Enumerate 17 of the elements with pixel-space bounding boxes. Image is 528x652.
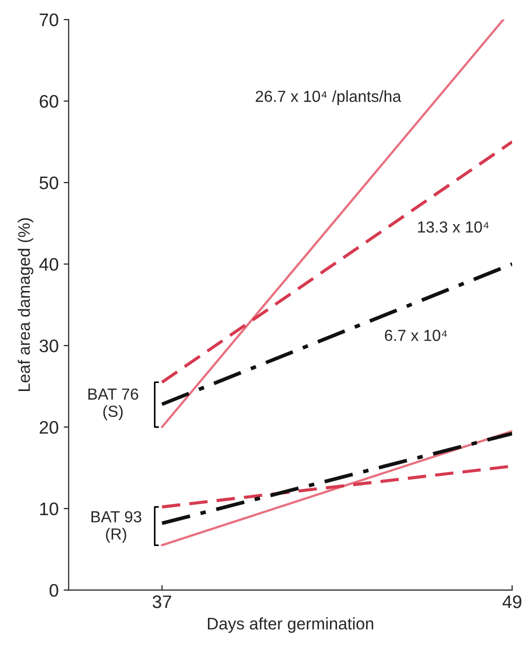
y-tick-label: 10 — [40, 502, 58, 516]
y-tick-label: 40 — [39, 258, 58, 271]
y-tick-label: 20 — [40, 420, 58, 434]
y-tick-label: 60 — [40, 94, 58, 108]
annotation: 6.7 x 10⁴ — [384, 330, 447, 342]
x-axis-title: Days after germination — [208, 617, 374, 633]
annotation: 26.7 x 10⁴ /plants/ha — [256, 90, 402, 106]
annotation: 13.3 x 10⁴ — [418, 221, 489, 233]
y-tick-label: 0 — [50, 584, 58, 597]
annotation: BAT 76 (S) — [88, 388, 138, 420]
y-axis-title: Leaf area damaged (%) — [18, 218, 34, 391]
annotation: BAT 93 (R) — [92, 511, 142, 543]
x-tick-label: 49 — [502, 595, 522, 608]
y-tick-label: 50 — [40, 176, 58, 190]
y-tick-label: 30 — [40, 339, 58, 352]
x-tick-label: 37 — [152, 595, 172, 608]
y-tick-label: 70 — [40, 13, 58, 26]
